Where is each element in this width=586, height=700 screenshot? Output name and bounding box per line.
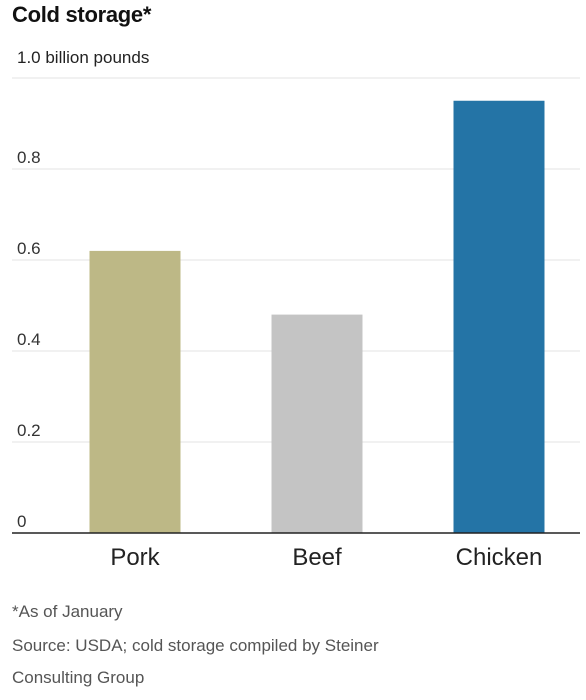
x-tick-label-beef: Beef	[292, 544, 342, 571]
y-tick-label: 0.2	[17, 421, 41, 440]
y-tick-label: 0.8	[17, 148, 41, 167]
x-tick-label-chicken: Chicken	[456, 544, 543, 571]
footnote-asterisk: *As of January	[12, 602, 123, 621]
bar-chart: 0 0.2 0.4 0.6 0.8 Pork Beef Chicken	[12, 77, 580, 571]
chart-title: Cold storage*	[12, 2, 152, 27]
source-note-line-2: Consulting Group	[12, 668, 145, 687]
bar-chicken	[453, 100, 545, 533]
bar-pork	[89, 250, 181, 533]
y-tick-label: 0.4	[17, 330, 41, 349]
y-tick-label: 0	[17, 512, 26, 531]
x-tick-label-pork: Pork	[110, 544, 160, 571]
source-note-line-1: Source: USDA; cold storage compiled by S…	[12, 636, 379, 655]
y-tick-label: 0.6	[17, 239, 41, 258]
bar-beef	[271, 314, 363, 533]
y-axis-unit-label: 1.0 billion pounds	[17, 48, 150, 67]
